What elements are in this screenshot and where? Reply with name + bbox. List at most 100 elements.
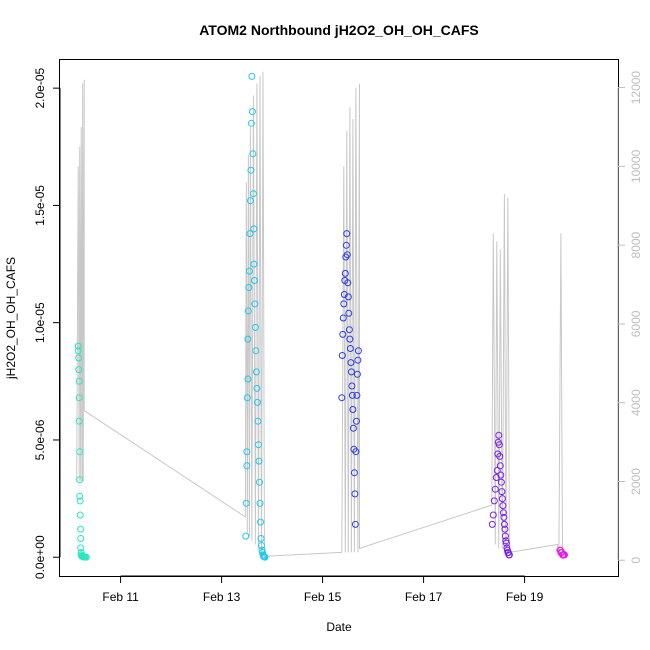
y2-tick-label: 10000 <box>629 149 643 183</box>
x-axis-label: Date <box>326 620 352 634</box>
data-point <box>76 492 84 500</box>
data-point <box>495 441 503 449</box>
data-point <box>252 347 260 355</box>
data-point <box>247 166 255 174</box>
data-point <box>501 525 509 533</box>
data-point <box>246 197 254 205</box>
data-point <box>342 241 350 249</box>
data-points-layer <box>74 72 568 561</box>
data-point <box>338 394 346 402</box>
x-tick-label: Feb 19 <box>506 590 544 604</box>
data-point <box>347 368 355 376</box>
data-point <box>346 345 354 352</box>
data-point <box>76 476 84 484</box>
data-point <box>344 293 352 301</box>
y-tick-label: 1.0e-05 <box>33 302 47 343</box>
data-point <box>353 391 361 399</box>
data-point <box>489 511 497 519</box>
data-point <box>252 368 260 376</box>
data-point <box>77 544 85 552</box>
data-point <box>75 366 83 374</box>
data-point <box>338 352 346 359</box>
data-point <box>251 323 259 331</box>
data-point <box>340 300 348 308</box>
data-point <box>345 309 353 317</box>
data-point <box>354 356 362 364</box>
data-point <box>249 150 257 158</box>
series-3 <box>338 230 362 528</box>
data-point <box>256 478 263 486</box>
data-point <box>495 431 503 439</box>
data-point <box>497 471 505 479</box>
data-point <box>74 347 82 355</box>
data-point <box>505 551 513 559</box>
data-point <box>488 520 496 528</box>
data-point <box>500 513 508 521</box>
data-point <box>245 267 253 275</box>
data-point <box>348 391 356 399</box>
data-point <box>250 260 258 268</box>
data-point <box>75 417 83 425</box>
data-point <box>350 469 358 477</box>
x-tick-label: Feb 17 <box>405 590 443 604</box>
data-point <box>341 269 349 277</box>
data-point <box>76 448 84 456</box>
x-tick-label: Feb 15 <box>304 590 342 604</box>
data-point <box>500 520 508 528</box>
y-tick-label: 2.0e-05 <box>33 67 47 108</box>
data-point <box>351 520 359 528</box>
y-tick-label: 5.0e-06 <box>33 419 47 460</box>
data-point <box>244 307 252 315</box>
data-point <box>490 497 498 505</box>
data-point <box>339 314 347 322</box>
data-point <box>352 417 360 425</box>
data-point <box>244 375 252 383</box>
data-point <box>501 532 509 540</box>
data-point <box>247 119 255 127</box>
data-point <box>347 359 355 367</box>
data-point <box>352 448 360 456</box>
data-point <box>254 417 262 425</box>
data-point <box>344 279 352 287</box>
y-axis-label: jH2O2_OH_OH_CAFS <box>4 257 18 380</box>
y-tick-label: 0.0e+00 <box>33 535 47 579</box>
y2-tick-label: 2000 <box>629 468 643 495</box>
data-point <box>339 330 347 338</box>
data-point <box>253 398 261 406</box>
data-point <box>498 495 506 503</box>
y2-tick-label: 4000 <box>629 389 643 416</box>
data-point <box>248 108 256 116</box>
data-point <box>74 342 82 350</box>
data-point <box>253 384 261 392</box>
data-point <box>243 394 251 402</box>
series-2 <box>242 72 269 561</box>
data-point <box>354 347 362 355</box>
x-tick-label: Feb 13 <box>203 590 241 604</box>
data-point <box>242 532 250 540</box>
data-point <box>343 230 351 238</box>
y-tick-label: 1.5e-05 <box>33 185 47 226</box>
series-1 <box>74 342 90 561</box>
data-point <box>353 370 361 378</box>
data-point <box>348 382 356 390</box>
data-point <box>499 502 507 510</box>
chart-title: ATOM2 Northbound jH2O2_OH_OH_CAFS <box>199 22 479 38</box>
y2-tick-label: 6000 <box>629 310 643 337</box>
altitude-line <box>76 71 564 557</box>
data-point <box>257 518 264 526</box>
data-point <box>255 441 262 449</box>
data-point <box>75 394 83 402</box>
data-point <box>491 485 499 493</box>
data-point <box>248 72 256 80</box>
altitude-layer <box>76 71 564 557</box>
data-point <box>75 354 83 362</box>
x-axis: Feb 11 Feb 13 Feb 15 Feb 17 Feb 19 <box>102 575 544 604</box>
data-point <box>345 326 353 334</box>
y2-tick-label: 0 <box>629 557 643 564</box>
data-point <box>251 300 259 308</box>
data-point <box>498 488 506 496</box>
data-point <box>497 478 505 486</box>
data-point <box>499 509 507 517</box>
